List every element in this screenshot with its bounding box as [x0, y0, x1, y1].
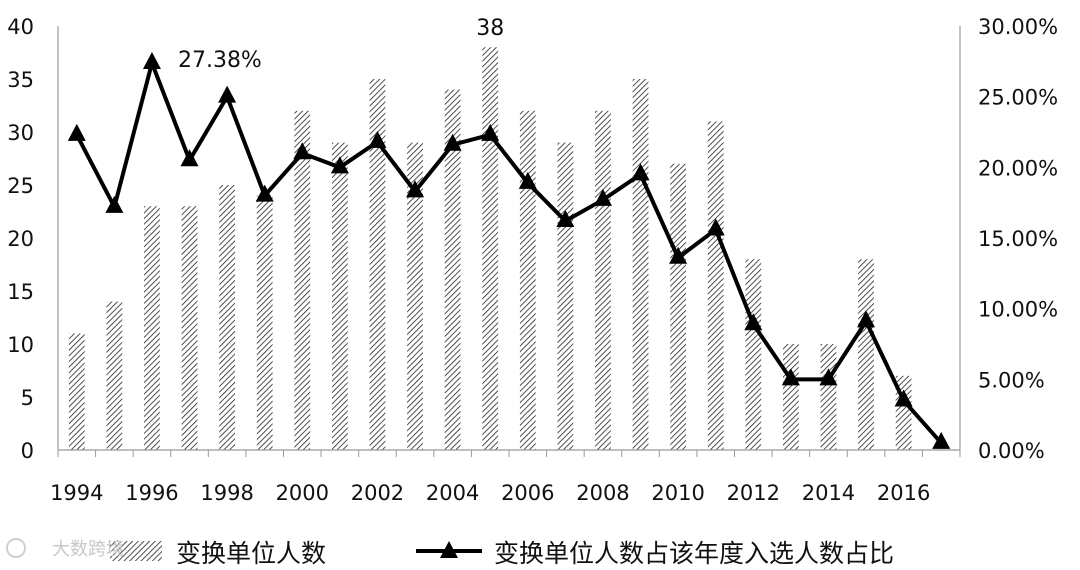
bar [707, 121, 724, 451]
legend-bar-swatch [110, 541, 162, 561]
annotation-max-bar: 38 [476, 16, 504, 41]
axes [57, 26, 961, 457]
line-point-marker [142, 52, 161, 70]
right-axis-tick-label: 5.00% [978, 368, 1045, 392]
bar [331, 142, 348, 450]
bar [820, 344, 837, 450]
right-axis-tick-label: 10.00% [978, 298, 1058, 322]
bar [219, 185, 236, 450]
line-point-marker [894, 389, 913, 407]
left-axis-tick-label: 30 [7, 121, 34, 145]
line-point-marker [481, 123, 500, 141]
bar [181, 206, 198, 450]
bar-series [68, 47, 912, 451]
bar [782, 344, 799, 450]
line-point-marker [744, 313, 763, 331]
line-point-marker [406, 180, 425, 198]
left-axis-tick-label: 5 [21, 386, 34, 410]
legend-triangle-marker [440, 541, 458, 558]
x-axis-tick-label: 2002 [351, 481, 404, 505]
legend-line-label: 变换单位人数占该年度入选人数占比 [494, 539, 894, 568]
annotation-max-pct: 27.38% [178, 48, 262, 73]
bar [256, 195, 273, 450]
line-point-marker [781, 368, 800, 386]
line-point-marker [593, 188, 612, 206]
left-axis-tick-label: 25 [7, 174, 34, 198]
bar [369, 79, 386, 450]
x-axis-tick-label: 2016 [877, 481, 930, 505]
x-axis-tick-label: 1996 [125, 481, 178, 505]
bar [632, 79, 649, 450]
legend: 变换单位人数 变换单位人数占该年度入选人数占比 [110, 539, 894, 568]
bar [519, 110, 536, 451]
bar [745, 259, 762, 450]
tick-labels: 0 5 10 15 20 25 30 35 40 0.00% 5.00% 10.00% 15.00% 20… [7, 15, 1058, 505]
line-point-marker [857, 310, 876, 328]
line-series [67, 52, 951, 449]
bar [482, 47, 499, 450]
x-axis-tick-label: 1994 [50, 481, 103, 505]
x-axis-tick-label: 2004 [426, 481, 479, 505]
bar [407, 142, 423, 450]
bar [106, 301, 123, 450]
left-axis-tick-label: 15 [7, 280, 34, 304]
left-axis-tick-label: 10 [7, 333, 34, 357]
x-axis-tick-label: 2008 [576, 481, 629, 505]
left-axis-tick-label: 35 [7, 68, 34, 92]
bar [444, 89, 461, 450]
bar [670, 163, 687, 451]
line-point-marker [556, 210, 575, 228]
line-point-marker [368, 130, 387, 148]
watermark: 大数跨境 [6, 538, 124, 560]
line-point-marker [443, 133, 462, 151]
bar [144, 206, 160, 450]
x-axis-tick-label: 1998 [200, 481, 253, 505]
x-axis-tick-label: 2010 [651, 481, 704, 505]
line-point-marker [67, 123, 86, 141]
line-point-marker [819, 368, 838, 386]
line-point-marker [255, 184, 274, 202]
line-point-marker [218, 85, 237, 103]
left-axis-tick-label: 0 [21, 439, 34, 463]
x-axis-tick-label: 2012 [727, 481, 780, 505]
left-axis-tick-label: 20 [7, 227, 34, 251]
line-point-marker [293, 142, 312, 160]
line-point-marker [180, 149, 199, 167]
right-axis-tick-label: 30.00% [978, 15, 1058, 39]
line-point-marker [669, 246, 688, 264]
bar [557, 142, 574, 450]
line-point-marker [932, 431, 951, 449]
line-point-marker [706, 218, 725, 236]
watermark-logo-icon [6, 538, 26, 558]
right-axis-tick-label: 0.00% [978, 439, 1045, 463]
line-point-marker [518, 171, 537, 189]
bar [68, 333, 85, 450]
watermark-text: 大数跨境 [52, 539, 124, 560]
line-point-marker [330, 156, 349, 174]
x-axis-tick-label: 2000 [276, 481, 329, 505]
x-axis-tick-label: 2006 [501, 481, 554, 505]
line-point-marker [105, 195, 124, 213]
left-axis-tick-label: 40 [7, 15, 34, 39]
bar [858, 259, 874, 450]
right-axis-tick-label: 20.00% [978, 156, 1058, 180]
line-path [75, 56, 943, 445]
legend-bar-label: 变换单位人数 [176, 539, 326, 568]
right-axis-tick-label: 15.00% [978, 227, 1058, 251]
line-point-marker [631, 163, 650, 181]
bar [294, 110, 311, 451]
right-axis-tick-label: 25.00% [978, 86, 1058, 110]
x-axis-tick-label: 2014 [802, 481, 855, 505]
bar [595, 110, 611, 451]
